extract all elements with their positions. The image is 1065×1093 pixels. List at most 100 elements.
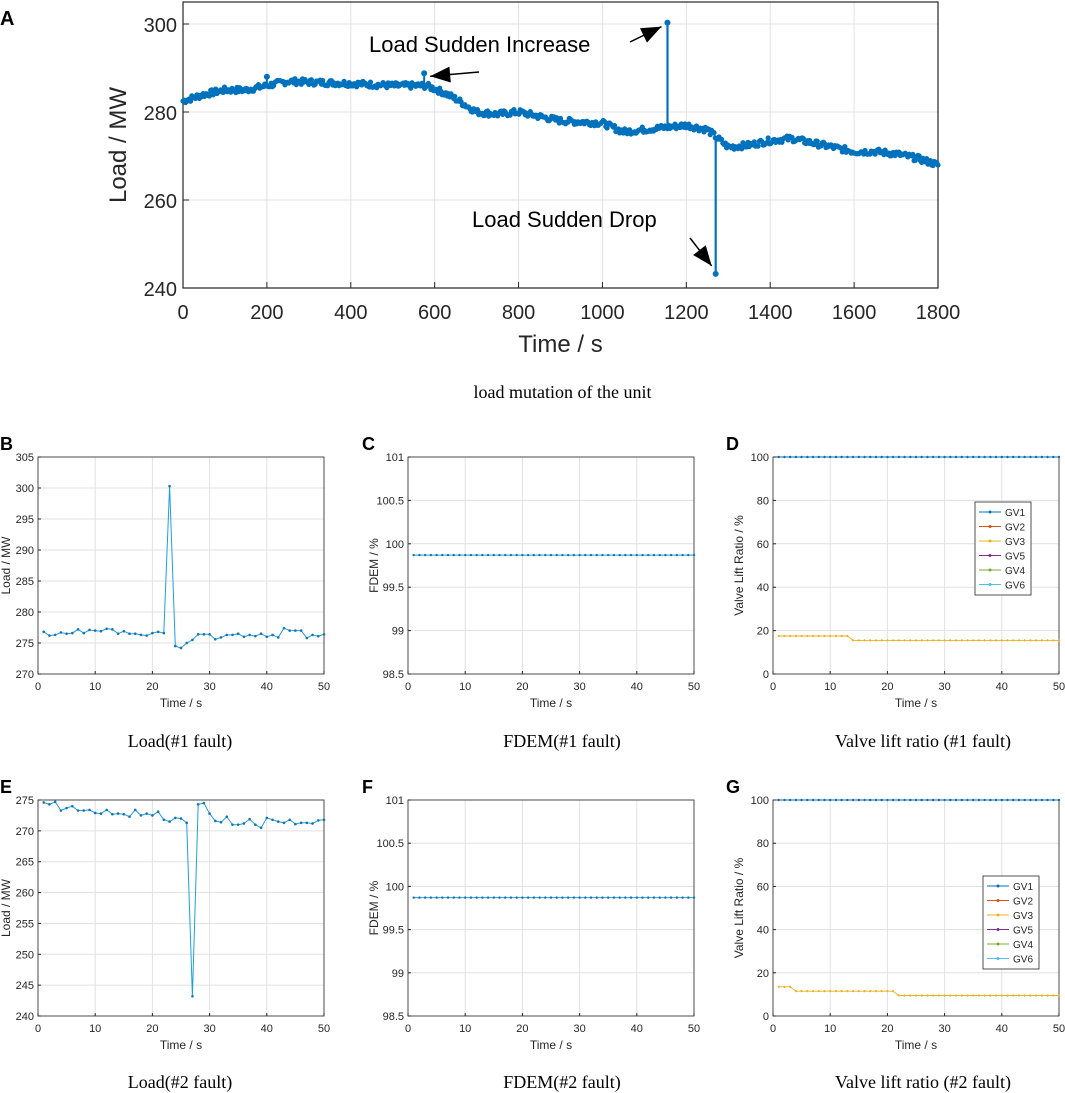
data-point: [874, 455, 878, 459]
data-point: [76, 809, 80, 812]
data-point: [789, 634, 792, 638]
spike-point: [712, 270, 719, 277]
data-point: [892, 990, 895, 993]
x-tick-label: 1200: [664, 302, 709, 324]
annotation-drop: Load Sudden Drop: [472, 207, 657, 232]
data-point: [475, 553, 478, 557]
legend-box: [982, 875, 1040, 970]
caption-b: Load(#1 fault): [127, 731, 233, 751]
data-point: [943, 994, 946, 997]
x-tick-label: 400: [334, 302, 367, 324]
data-point: [504, 896, 507, 899]
x-axis-label: Time / s: [518, 331, 602, 358]
legend-label: GV5: [1013, 926, 1033, 937]
data-point: [162, 818, 166, 822]
data-point: [829, 798, 832, 802]
y-axis-label: FDEM / %: [367, 538, 381, 593]
data-point: [145, 812, 148, 815]
data-point: [834, 798, 838, 802]
panel-letter: E: [0, 777, 12, 797]
x-tick-label: 10: [824, 1023, 836, 1035]
data-point: [111, 812, 114, 816]
data-point: [320, 77, 326, 84]
data-point: [607, 553, 610, 557]
data-point: [509, 896, 513, 899]
y-tick-label: 20: [757, 968, 769, 980]
legend-box: [974, 501, 1032, 596]
legend-label: GV2: [1005, 523, 1025, 534]
legend-label: GV6: [1005, 581, 1025, 592]
data-point: [711, 129, 717, 136]
data-point: [817, 634, 820, 638]
data-point: [903, 455, 906, 459]
legend-marker: [988, 554, 992, 557]
data-point: [1057, 639, 1061, 642]
data-point: [1057, 455, 1061, 459]
data-point: [937, 455, 940, 459]
data-point: [231, 823, 234, 826]
y-tick-label: 60: [757, 539, 769, 551]
data-point: [869, 798, 872, 802]
outlier-point: [421, 70, 428, 77]
data-point: [840, 455, 843, 459]
data-point: [612, 896, 616, 899]
x-tick-label: 1000: [580, 302, 625, 324]
axes-box: [407, 799, 695, 1017]
data-point: [1000, 639, 1003, 642]
data-point: [857, 639, 860, 642]
x-axis-label: Time / s: [530, 696, 572, 710]
data-point: [1035, 798, 1038, 802]
x-axis-label: Time / s: [160, 696, 202, 710]
data-point: [789, 134, 795, 140]
x-tick-label: 30: [203, 1023, 215, 1035]
data-point: [880, 990, 883, 993]
legend-marker: [996, 928, 1000, 931]
legend-marker: [996, 942, 1000, 946]
data-point: [219, 820, 223, 824]
x-tick-label: 40: [996, 681, 1008, 693]
data-point: [949, 639, 952, 642]
data-point: [1023, 994, 1026, 997]
data-point: [800, 990, 803, 993]
data-point: [515, 553, 518, 557]
data-point: [544, 896, 547, 899]
data-point: [1040, 994, 1043, 997]
data-point: [589, 896, 593, 899]
data-point: [187, 98, 194, 104]
data-point: [669, 553, 673, 557]
data-point: [288, 629, 291, 632]
data-point: [932, 455, 935, 459]
y-tick-label: 99: [392, 968, 404, 980]
data-point: [452, 553, 455, 557]
y-tick-label: 275: [16, 795, 34, 807]
y-tick-label: 260: [144, 191, 177, 213]
data-point: [863, 455, 866, 459]
annotation-arrow-head: [430, 66, 451, 83]
data-point: [88, 808, 91, 812]
data-point: [789, 455, 792, 459]
data-point: [926, 455, 929, 459]
data-point: [829, 634, 832, 638]
data-point: [789, 798, 792, 802]
data-point: [435, 553, 438, 557]
data-point: [1012, 798, 1015, 802]
data-point: [168, 484, 171, 488]
data-point: [949, 994, 952, 997]
data-point: [435, 896, 438, 899]
data-point: [151, 631, 154, 635]
y-tick-label: 98.5: [383, 1011, 404, 1023]
data-point: [532, 553, 536, 557]
data-point: [612, 553, 616, 557]
data-point: [145, 634, 148, 637]
data-point: [1023, 798, 1026, 802]
data-point: [910, 151, 916, 157]
data-point: [612, 122, 618, 129]
data-point: [926, 639, 929, 642]
data-point: [920, 994, 923, 997]
data-point: [658, 896, 661, 899]
data-point: [139, 633, 143, 637]
caption-c: FDEM(#1 fault): [503, 731, 621, 751]
data-point: [1029, 639, 1032, 642]
data-point: [892, 798, 895, 802]
